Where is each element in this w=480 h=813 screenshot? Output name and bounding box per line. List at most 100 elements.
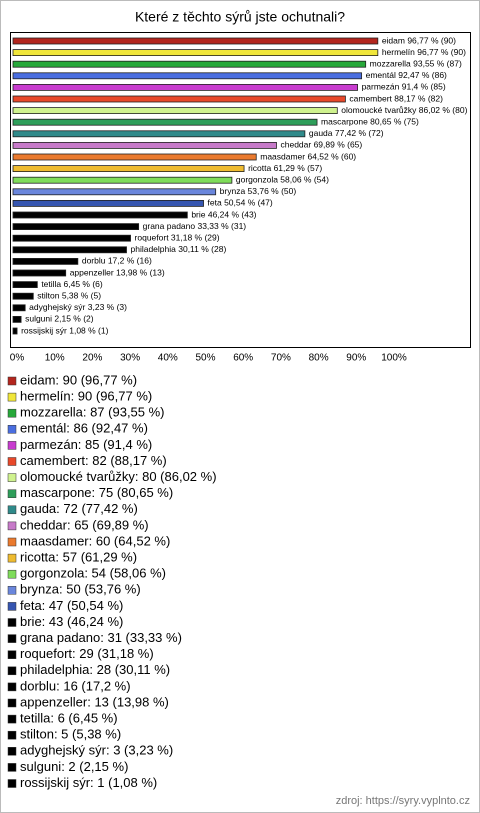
bar (12, 153, 257, 161)
legend-label: mozzarella: 87 (93,55 %) (20, 405, 165, 420)
value-label: eidam 96,77 % (90) (382, 35, 456, 45)
value-label: gorgonzola 58,06 % (54) (236, 174, 329, 184)
value-label: feta 50,54 % (47) (208, 198, 273, 208)
legend-swatch (7, 698, 17, 708)
value-label: roquefort 31,18 % (29) (135, 232, 220, 242)
legend-label: adyghejský sýr: 3 (3,23 %) (20, 743, 173, 758)
legend-label: tetilla: 6 (6,45 %) (20, 711, 118, 726)
legend-swatch (7, 602, 17, 611)
value-label: stilton 5,38 % (5) (37, 290, 101, 300)
x-tick-label: 90% (346, 353, 366, 364)
chart-title: Které z těchto sýrů jste ochutnali? (135, 9, 345, 25)
bar (12, 199, 204, 207)
legend-label: brynza: 50 (53,76 %) (20, 582, 141, 597)
legend-label: cheddar: 65 (69,89 %) (20, 517, 149, 532)
bar (12, 176, 233, 184)
value-label: dorblu 17,2 % (16) (82, 256, 152, 266)
legend-swatch (7, 666, 17, 676)
value-label: camembert 88,17 % (82) (349, 93, 443, 103)
bar (12, 246, 127, 254)
x-tick-label: 100% (381, 353, 407, 364)
legend-label: roquefort: 29 (31,18 %) (20, 646, 154, 661)
legend-label: gorgonzola: 54 (58,06 %) (20, 566, 166, 581)
legend-swatch (7, 457, 17, 466)
bar (12, 95, 346, 103)
legend-swatch (7, 489, 17, 498)
legend-label: eidam: 90 (96,77 %) (20, 372, 137, 387)
source: zdroj: https://syry.vyplnto.cz (336, 795, 470, 807)
x-tick-label: 10% (45, 353, 65, 364)
value-label: gauda 77,42 % (72) (309, 128, 384, 138)
bar (12, 327, 18, 335)
value-label: tetilla 6,45 % (6) (41, 279, 103, 289)
legend-swatch (7, 473, 17, 482)
legend-label: rossijskij sýr: 1 (1,08 %) (20, 775, 157, 790)
legend-swatch (7, 521, 17, 531)
value-label: brie 46,24 % (43) (191, 209, 256, 219)
legend-label: feta: 47 (50,54 %) (20, 598, 123, 613)
legend-swatch (7, 747, 17, 756)
value-label: cheddar 69,89 % (65) (280, 140, 362, 150)
legend-swatch (7, 425, 17, 434)
bar (12, 84, 358, 91)
value-label: grana padano 33,33 % (31) (143, 221, 247, 231)
legend-swatch (7, 553, 17, 563)
x-tick-label: 70% (271, 353, 291, 364)
legend-label: olomoucké tvarůžky: 80 (86,02 %) (20, 469, 217, 484)
legend-label: camembert: 82 (88,17 %) (20, 453, 167, 468)
bar (12, 118, 318, 126)
legend-label: brie: 43 (46,24 %) (20, 614, 123, 629)
legend-label: dorblu: 16 (17,2 %) (20, 678, 131, 693)
bar (12, 234, 131, 242)
bar (12, 281, 38, 289)
value-label: ricotta 61,29 % (57) (248, 163, 322, 173)
bar (12, 130, 306, 138)
legend-label: stilton: 5 (5,38 %) (20, 727, 121, 742)
x-tick-label: 0% (10, 353, 25, 364)
legend-swatch (7, 650, 17, 659)
x-tick-label: 20% (82, 353, 102, 364)
bar (12, 37, 379, 45)
legend-swatch (7, 779, 17, 788)
value-label: mozzarella 93,55 % (87) (370, 58, 462, 68)
bar (12, 257, 79, 265)
legend-label: sulguni: 2 (2,15 %) (20, 759, 128, 774)
value-label: olomoucké tvarůžky 86,02 % (80) (341, 105, 467, 115)
bar (12, 223, 140, 231)
bar (12, 165, 245, 173)
value-label: sulguni 2,15 % (2) (25, 314, 94, 324)
value-label: rossijskij sýr 1,08 % (1) (21, 325, 109, 335)
bar (12, 141, 277, 149)
value-label: philadelphia 30,11 % (28) (131, 244, 227, 254)
bar (12, 107, 338, 114)
bar (12, 315, 22, 323)
value-label: mascarpone 80,65 % (75) (321, 116, 419, 126)
legend-label: grana padano: 31 (33,33 %) (20, 630, 182, 645)
value-label: adyghejský sýr 3,23 % (3) (29, 302, 127, 312)
legend-label: ricotta: 57 (61,29 %) (20, 550, 137, 565)
legend-swatch (7, 376, 17, 386)
value-label: maasdamer 64,52 % (60) (260, 151, 356, 161)
legend-swatch (7, 730, 17, 740)
legend-swatch (7, 505, 17, 515)
legend-label: gauda: 72 (77,42 %) (20, 501, 138, 516)
bar (12, 60, 367, 68)
legend-label: maasdamer: 60 (64,52 %) (20, 533, 170, 548)
legend-swatch (7, 569, 17, 579)
legend-label: parmezán: 85 (91,4 %) (20, 437, 152, 452)
bar (12, 211, 188, 219)
legend-swatch (7, 586, 17, 595)
legend-swatch (7, 682, 17, 692)
x-tick-label: 40% (158, 353, 178, 364)
legend-swatch (7, 537, 17, 547)
legend-label: hermelín: 90 (96,77 %) (20, 389, 152, 404)
value-label: brynza 53,76 % (50) (220, 186, 297, 196)
legend-swatch (7, 763, 17, 772)
x-tick-label: 50% (195, 353, 215, 364)
x-tick-label: 60% (233, 353, 253, 364)
legend-swatch (7, 634, 17, 643)
legend-swatch (7, 408, 17, 418)
legend-label: ementál: 86 (92,47 %) (20, 421, 148, 436)
